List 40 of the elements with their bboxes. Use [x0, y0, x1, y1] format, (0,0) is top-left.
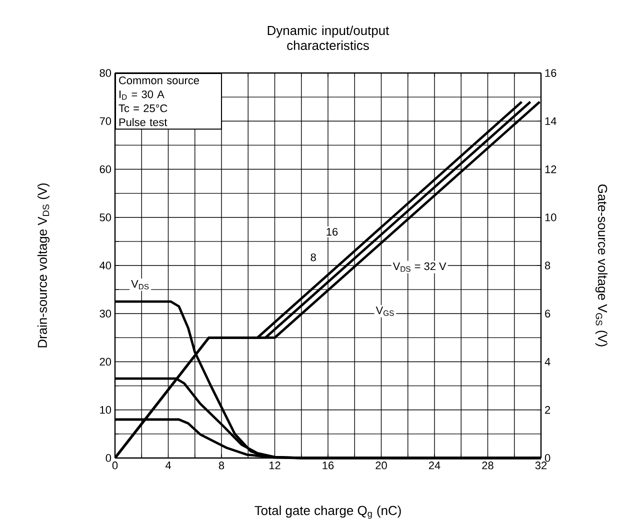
annotation: 16: [326, 228, 338, 236]
y-tick-label: 20: [100, 358, 112, 366]
y2-tick-label: 12: [545, 165, 556, 174]
y2-tick-label: 8: [544, 262, 550, 270]
x-tick-label: 24: [428, 462, 440, 470]
y2-tick-label: 10: [545, 214, 556, 222]
y-tick-label: 60: [100, 165, 112, 174]
y2-tick-label: 4: [544, 358, 550, 366]
annotation: 8: [310, 253, 316, 262]
annotation: Pulse test: [119, 118, 168, 126]
annotation: I$_{D}$ = 30 A: [120, 90, 164, 100]
y-axis-title: Drain-source voltage V$_{DS}$ (V): [37, 183, 50, 348]
y-tick-label: 30: [100, 310, 112, 318]
x-tick-label: 0: [112, 462, 118, 470]
y2-tick-label: 16: [545, 69, 556, 77]
x-tick-label: 28: [482, 462, 494, 470]
x-tick-label: 32: [535, 462, 547, 470]
y2-tick-label: 14: [545, 117, 556, 125]
annotation: Tc = 25°C: [118, 104, 168, 112]
annotation: V$_{DS}$ = 32 V: [392, 262, 446, 272]
y-tick-label: 40: [100, 262, 112, 270]
annotation: V$_{DS}$: [131, 280, 149, 290]
chart-title: Dynamic input/output characteristics: [268, 26, 390, 50]
y2-tick-label: 2: [545, 406, 550, 414]
x-axis-title: Total gate charge Q$_{g}$ (nC): [254, 506, 401, 519]
x-tick-label: 4: [165, 462, 171, 470]
y2-axis-title: Gate-source voltage V$_{GS}$ (V): [595, 184, 608, 346]
y-tick-label: 10: [100, 406, 112, 414]
y-tick-label: 0: [106, 454, 112, 462]
annotation: V$_{GS}$: [376, 306, 394, 316]
x-tick-label: 16: [322, 462, 334, 470]
x-tick-label: 12: [269, 462, 280, 470]
y-tick-label: 70: [100, 117, 112, 126]
y2-tick-label: 0: [544, 454, 550, 462]
x-tick-label: 8: [218, 462, 224, 470]
x-tick-label: 20: [376, 462, 387, 470]
annotation: Common source: [119, 76, 200, 84]
y-tick-label: 80: [100, 69, 112, 77]
y2-tick-label: 6: [545, 310, 550, 318]
y-tick-label: 50: [100, 214, 112, 222]
